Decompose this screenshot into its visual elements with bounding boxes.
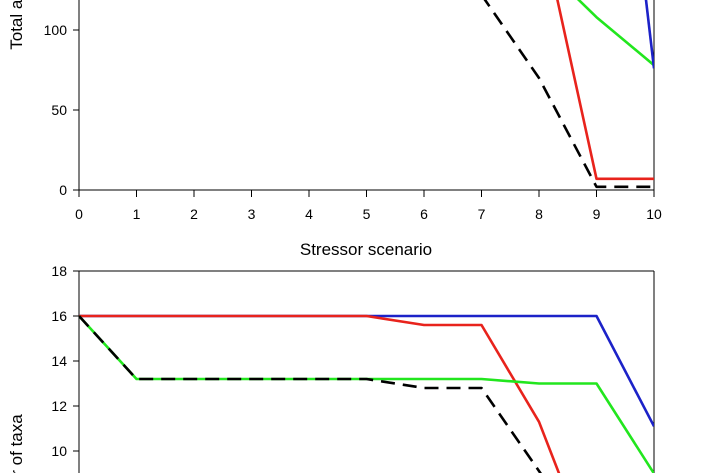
series-line <box>79 314 561 473</box>
x-tick-label: 4 <box>305 206 313 222</box>
top-panel: 0 50 100 0 1 2 3 4 5 6 7 8 9 10 Stressor scenario Total… <box>7 0 662 259</box>
y-tick-label: 12 <box>51 398 67 414</box>
series-group <box>79 314 654 473</box>
y-tick-label: 14 <box>51 353 67 369</box>
y-tick-label: 50 <box>51 102 67 118</box>
x-tick-label: 9 <box>593 206 601 222</box>
y-tick-label: 100 <box>44 22 68 38</box>
series-line <box>79 314 654 427</box>
x-tick-label: 0 <box>75 206 83 222</box>
series-line <box>556 0 654 181</box>
series-line <box>644 0 654 69</box>
y-axis-title: Total ab <box>7 0 26 50</box>
series-line <box>576 0 654 67</box>
y-tick-label: 18 <box>51 263 67 279</box>
y-tick-label: 16 <box>51 308 67 324</box>
y-tick-label: 10 <box>51 443 67 459</box>
bottom-panel: 10 12 14 16 18 r of taxa <box>7 263 655 473</box>
x-tick-label: 2 <box>190 206 198 222</box>
x-tick-label: 7 <box>478 206 486 222</box>
x-tick-label: 6 <box>420 206 428 222</box>
x-tick-label: 1 <box>133 206 141 222</box>
series-group <box>483 0 654 189</box>
series-line <box>79 315 654 473</box>
x-tick-label: 10 <box>646 206 662 222</box>
x-tick-label: 5 <box>363 206 371 222</box>
x-tick-label: 8 <box>535 206 543 222</box>
series-line <box>483 0 654 189</box>
y-tick-label: 0 <box>59 182 67 198</box>
series-line <box>79 315 542 473</box>
x-axis-title: Stressor scenario <box>300 240 432 259</box>
y-axis-title: r of taxa <box>7 414 26 473</box>
x-tick-label: 3 <box>248 206 256 222</box>
